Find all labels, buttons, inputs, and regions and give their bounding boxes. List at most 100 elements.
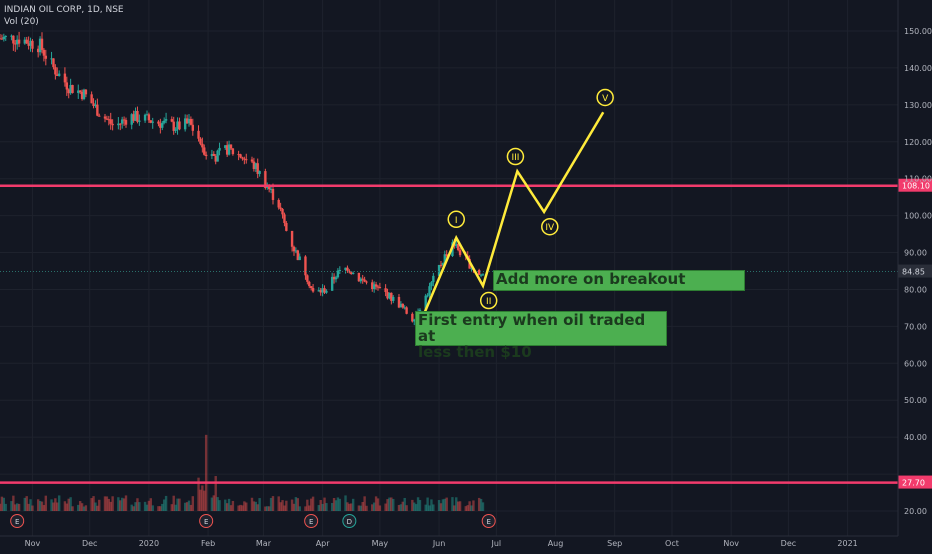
candle-body xyxy=(218,147,221,151)
volume-bar xyxy=(239,504,242,511)
candle-body xyxy=(279,207,282,209)
volume-bar xyxy=(98,499,101,511)
candle-body xyxy=(29,40,32,46)
horizontal-lines[interactable] xyxy=(0,184,898,484)
horizontal-line-tag xyxy=(898,178,932,192)
candle-body xyxy=(94,104,97,106)
horizontal-line-label: 27.70 xyxy=(902,479,925,488)
volume-bar xyxy=(283,505,286,511)
volume-bar xyxy=(143,501,147,511)
volume-bar xyxy=(170,504,174,511)
volume-bar xyxy=(120,497,124,511)
volume-bar xyxy=(107,498,111,511)
event-marker[interactable] xyxy=(10,514,25,528)
candle-body xyxy=(111,123,114,126)
volume-bar xyxy=(479,498,483,511)
volume-bar xyxy=(65,503,69,511)
volume-bar xyxy=(138,502,141,511)
event-marker[interactable] xyxy=(304,514,319,528)
volume-bar xyxy=(147,500,151,511)
x-tick-label: Jul xyxy=(491,539,502,548)
x-tick-label: Nov xyxy=(25,539,41,548)
volume-bar xyxy=(376,498,380,511)
candle-body xyxy=(269,188,273,190)
wave-label-iii: III xyxy=(511,153,519,163)
candle-body xyxy=(378,287,382,289)
event-marker[interactable] xyxy=(199,514,214,528)
volume-bar xyxy=(296,498,300,511)
candle-body xyxy=(481,274,485,276)
candle-body xyxy=(428,286,431,296)
volume-bar xyxy=(252,501,256,511)
event-marker-label: D xyxy=(347,518,352,526)
x-tick-label: Oct xyxy=(665,539,679,548)
volume-bar xyxy=(227,498,231,511)
volume-bar xyxy=(212,495,216,511)
volume-bar xyxy=(78,501,82,511)
volume-bar xyxy=(264,506,267,511)
volume-bar xyxy=(151,505,154,511)
candle-body xyxy=(197,130,200,139)
volume-bar xyxy=(50,499,53,511)
candle-body xyxy=(132,114,135,121)
symbol-title[interactable]: INDIAN OIL CORP, 1D, NSE xyxy=(4,5,124,15)
volume-bar xyxy=(77,504,80,511)
volume-bar xyxy=(29,499,32,511)
candle-body xyxy=(285,222,288,231)
volume-bar xyxy=(130,504,133,511)
volume-bar xyxy=(466,505,469,511)
candle-body xyxy=(210,153,214,157)
volume-bar xyxy=(229,505,233,511)
volume-bar xyxy=(191,496,195,511)
candle-body xyxy=(334,277,338,280)
candle-body xyxy=(82,89,86,100)
note-breakout[interactable]: Add more on breakout xyxy=(493,270,745,291)
candle-body xyxy=(243,158,246,160)
candle-body xyxy=(401,303,404,308)
volume-bar xyxy=(271,496,275,511)
event-marker[interactable] xyxy=(342,514,357,528)
volume-bar xyxy=(132,506,135,511)
candle-body xyxy=(332,276,336,280)
candle-body xyxy=(281,208,284,215)
volume-bar xyxy=(306,499,309,511)
volume-bar xyxy=(416,497,420,511)
candle-body xyxy=(23,39,27,44)
candle-body xyxy=(224,145,227,148)
candle-body xyxy=(189,118,193,125)
volume-bar xyxy=(256,504,259,511)
horizontal-line-tag xyxy=(898,475,932,489)
candle-body xyxy=(80,92,84,100)
y-tick-label: 40.00 xyxy=(904,433,927,442)
candle-body xyxy=(42,49,46,56)
volume-bar xyxy=(27,503,30,511)
candle-body xyxy=(185,118,189,124)
volume-indicator-label[interactable]: Vol (20) xyxy=(4,17,39,27)
note-first-entry[interactable]: First entry when oil traded at less then… xyxy=(415,311,667,360)
volume-bar xyxy=(477,497,481,511)
candle-body xyxy=(470,268,473,270)
x-tick-label: Jun xyxy=(432,539,446,548)
x-tick-label: 2020 xyxy=(139,539,159,548)
volume-bar xyxy=(470,505,473,511)
candle-body xyxy=(143,114,147,121)
volume-bar xyxy=(414,504,418,511)
candle-body xyxy=(292,246,296,252)
candle-body xyxy=(212,153,216,156)
y-tick-label: 50.00 xyxy=(904,396,927,405)
volume-bar xyxy=(458,501,462,511)
candle-body xyxy=(241,157,244,159)
candle-body xyxy=(161,122,164,128)
volume-bar xyxy=(285,500,288,511)
candle-body xyxy=(338,269,342,271)
last-price-label: 84.85 xyxy=(902,268,925,277)
candle-body xyxy=(365,281,368,283)
volume-bar xyxy=(203,490,206,511)
elliott-wave-line[interactable] xyxy=(420,111,605,320)
event-marker[interactable] xyxy=(481,514,496,528)
volume-bar xyxy=(481,502,485,511)
